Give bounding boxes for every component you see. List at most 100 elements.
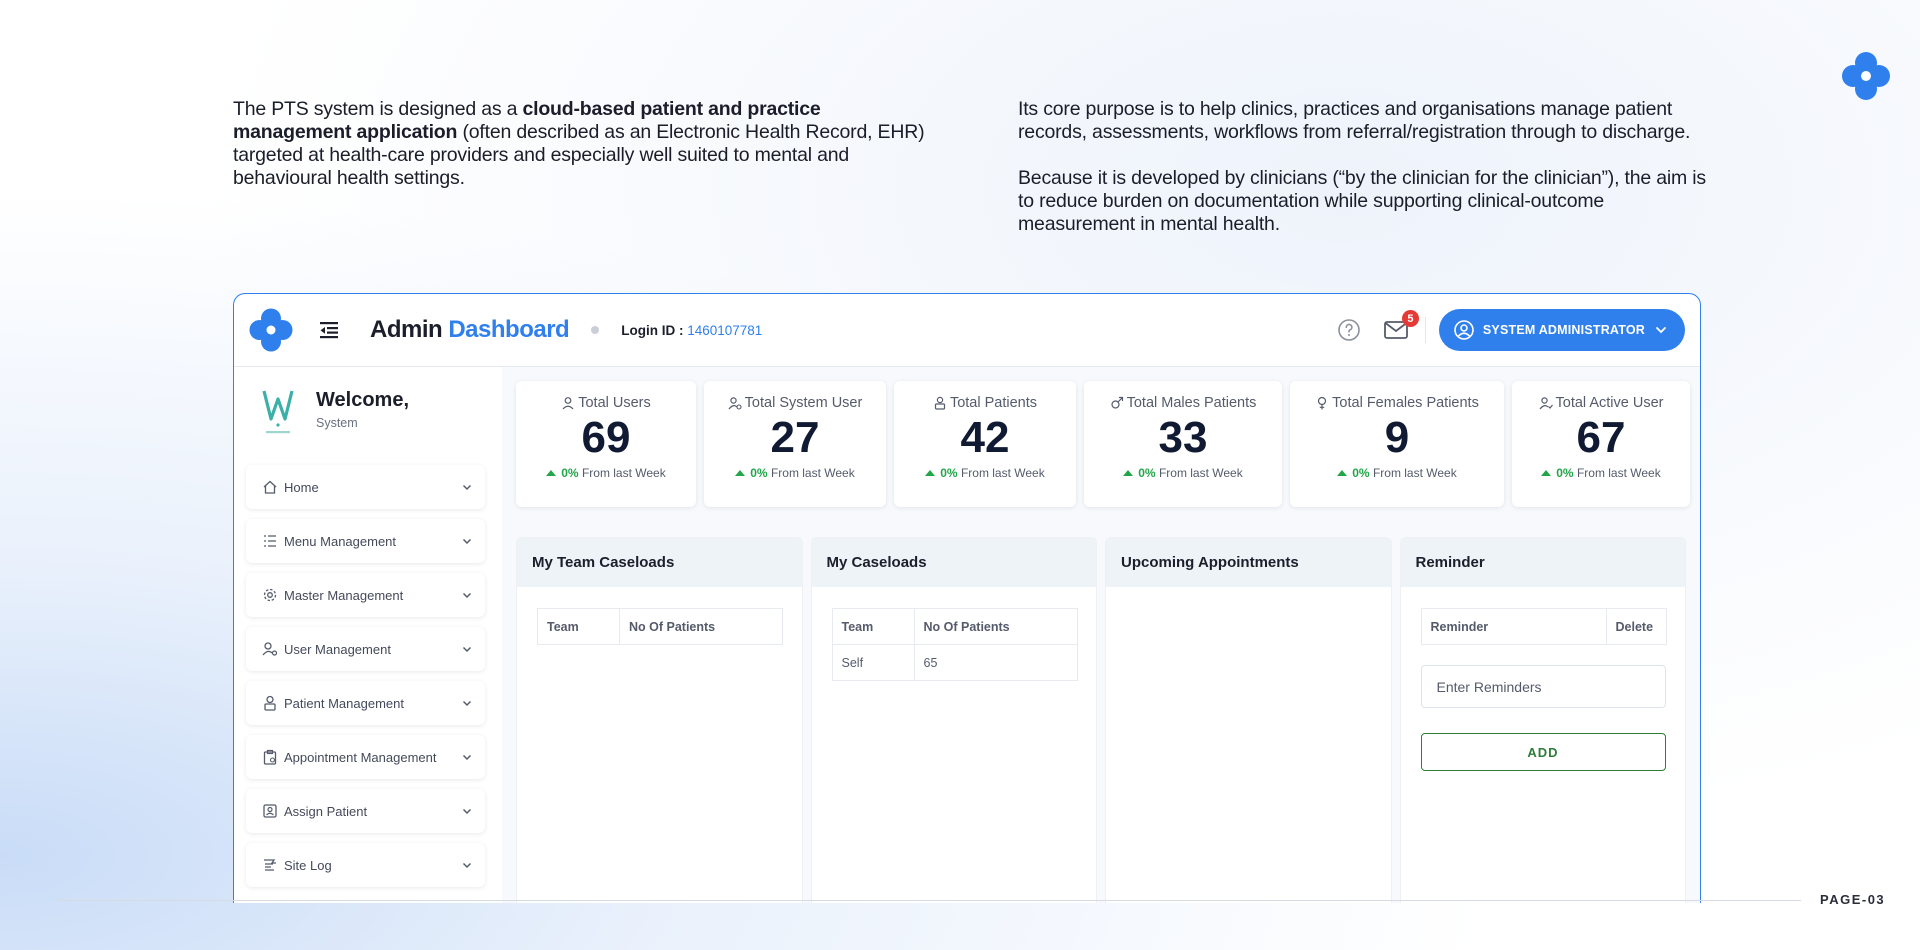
badge-icon (263, 804, 277, 818)
stat-card-total-users: Total Users 69 0% From last Week (516, 381, 696, 507)
menu-collapse-icon[interactable] (318, 319, 340, 341)
sidebar-item-site-log[interactable]: Site Log (246, 843, 485, 887)
clipboard-icon (263, 749, 277, 765)
page-title: Admin Dashboard (370, 316, 570, 343)
stats-row: Total Users 69 0% From last Week Total S… (516, 381, 1690, 507)
sidebar-item-label: Assign Patient (284, 803, 368, 819)
stat-value: 9 (1384, 413, 1410, 462)
female-icon (1318, 396, 1327, 410)
upcoming-appointments-panel: Upcoming Appointments (1105, 537, 1392, 903)
chevron-down-icon (462, 592, 472, 599)
chevron-down-icon (462, 808, 472, 815)
user-menu-button[interactable]: SYSTEM ADMINISTRATOR (1438, 309, 1685, 351)
stat-card-total-females-patients: Total Females Patients 9 0% From last We… (1290, 381, 1504, 507)
divider (1424, 317, 1426, 343)
sidebar: Welcome, System Home Menu Management Mas… (234, 367, 497, 903)
welcome-block: Welcome, System (246, 367, 485, 465)
cell-count: 65 (913, 644, 1078, 681)
home-icon (263, 480, 277, 494)
table-header-row: Reminder Delete (1420, 608, 1667, 645)
stat-delta: 0% From last Week (1290, 466, 1504, 480)
table-header-row: Team No Of Patients (831, 608, 1078, 645)
sidebar-item-label: Patient Management (284, 695, 404, 711)
user-menu-label: SYSTEM ADMINISTRATOR (1482, 323, 1645, 337)
stat-card-total-males-patients: Total Males Patients 33 0% From last Wee… (1084, 381, 1282, 507)
stat-card-total-system-user: Total System User 27 0% From last Week (704, 381, 886, 507)
dashboard-screenshot: Admin Dashboard Login ID : 1460107781 5 (233, 293, 1701, 903)
main-content: Total Users 69 0% From last Week Total S… (502, 367, 1700, 903)
stat-value: 67 (1576, 413, 1626, 462)
stat-value: 33 (1158, 413, 1208, 462)
mail-count-badge: 5 (1401, 310, 1419, 327)
welcome-username: System (316, 416, 358, 430)
add-reminder-button[interactable]: ADD (1420, 733, 1666, 771)
chevron-down-icon (462, 646, 472, 653)
panel-title: My Team Caseloads (517, 538, 802, 587)
panels-row: My Team Caseloads Team No Of Patients My… (516, 537, 1686, 903)
chevron-down-icon (462, 538, 472, 545)
stat-delta: 0% From last Week (1512, 466, 1690, 480)
reminder-table: Reminder Delete (1420, 608, 1667, 645)
sidebar-item-assign-patient[interactable]: Assign Patient (246, 789, 485, 833)
sidebar-item-master-management[interactable]: Master Management (246, 573, 485, 617)
team-caseloads-table: Team No Of Patients (537, 608, 783, 645)
stat-value: 42 (960, 413, 1010, 462)
user-check-icon (1539, 397, 1553, 410)
patient-icon (264, 695, 276, 711)
chevron-down-icon (1656, 327, 1666, 334)
mail-button[interactable]: 5 (1383, 310, 1419, 342)
sidebar-item-label: Menu Management (284, 533, 397, 549)
stat-label: Total Users (578, 395, 651, 411)
user-gear-icon (728, 397, 742, 410)
welcome-title: Welcome, (316, 389, 409, 411)
table-row[interactable]: Self 65 (831, 644, 1078, 681)
mail-icon (1383, 321, 1408, 339)
my-caseloads-panel: My Caseloads Team No Of Patients Self 65 (810, 537, 1097, 903)
column-header: Delete (1605, 608, 1667, 645)
stat-label: Total Active User (1555, 395, 1664, 411)
stat-label: Total System User (744, 395, 863, 411)
brand-logo-icon (1842, 52, 1890, 100)
sidebar-item-user-management[interactable]: User Management (246, 627, 485, 671)
sidebar-item-label: Master Management (284, 587, 404, 603)
sidebar-item-appointment-management[interactable]: Appointment Management (246, 735, 485, 779)
sidebar-item-patient-management[interactable]: Patient Management (246, 681, 485, 725)
team-caseloads-panel: My Team Caseloads Team No Of Patients (516, 537, 803, 903)
app-logo-icon[interactable] (248, 307, 294, 353)
chevron-down-icon (462, 862, 472, 869)
stat-delta: 0% From last Week (704, 466, 886, 480)
intro-right-text: Its core purpose is to help clinics, pra… (1018, 98, 1706, 235)
help-icon[interactable] (1337, 318, 1361, 342)
sidebar-item-label: User Management (284, 641, 391, 657)
column-header: Team (831, 608, 915, 645)
log-icon (264, 859, 276, 871)
panel-title: My Caseloads (811, 538, 1096, 587)
chevron-down-icon (462, 484, 472, 491)
column-header: Reminder (1420, 608, 1607, 645)
my-caseloads-table: Team No Of Patients Self 65 (831, 608, 1078, 681)
panel-title: Upcoming Appointments (1106, 538, 1391, 587)
column-header: No Of Patients (913, 608, 1078, 645)
org-logo-icon (262, 390, 294, 434)
stat-card-total-active-user: Total Active User 67 0% From last Week (1512, 381, 1690, 507)
sidebar-item-label: Site Log (284, 857, 332, 873)
column-header: No Of Patients (619, 608, 783, 645)
sidebar-item-label: Home (284, 479, 319, 495)
separator-dot (591, 326, 600, 334)
user-icon (562, 397, 574, 410)
user-circle-icon (1454, 320, 1474, 340)
stat-delta: 0% From last Week (516, 466, 696, 480)
reminder-input[interactable] (1420, 665, 1666, 708)
settings-icon (263, 588, 277, 602)
chevron-down-icon (462, 700, 472, 707)
sidebar-item-home[interactable]: Home (246, 465, 485, 509)
page-number: PAGE-03 (1820, 892, 1886, 907)
stat-value: 69 (581, 413, 631, 462)
stat-label: Total Females Patients (1332, 395, 1479, 411)
stat-card-total-patients: Total Patients 42 0% From last Week (894, 381, 1076, 507)
intro-left-text: The PTS system is designed as a cloud-ba… (233, 98, 925, 189)
login-id: Login ID : 1460107781 (621, 322, 763, 338)
sidebar-item-menu-management[interactable]: Menu Management (246, 519, 485, 563)
patient-icon (934, 396, 946, 410)
stat-value: 27 (770, 413, 820, 462)
